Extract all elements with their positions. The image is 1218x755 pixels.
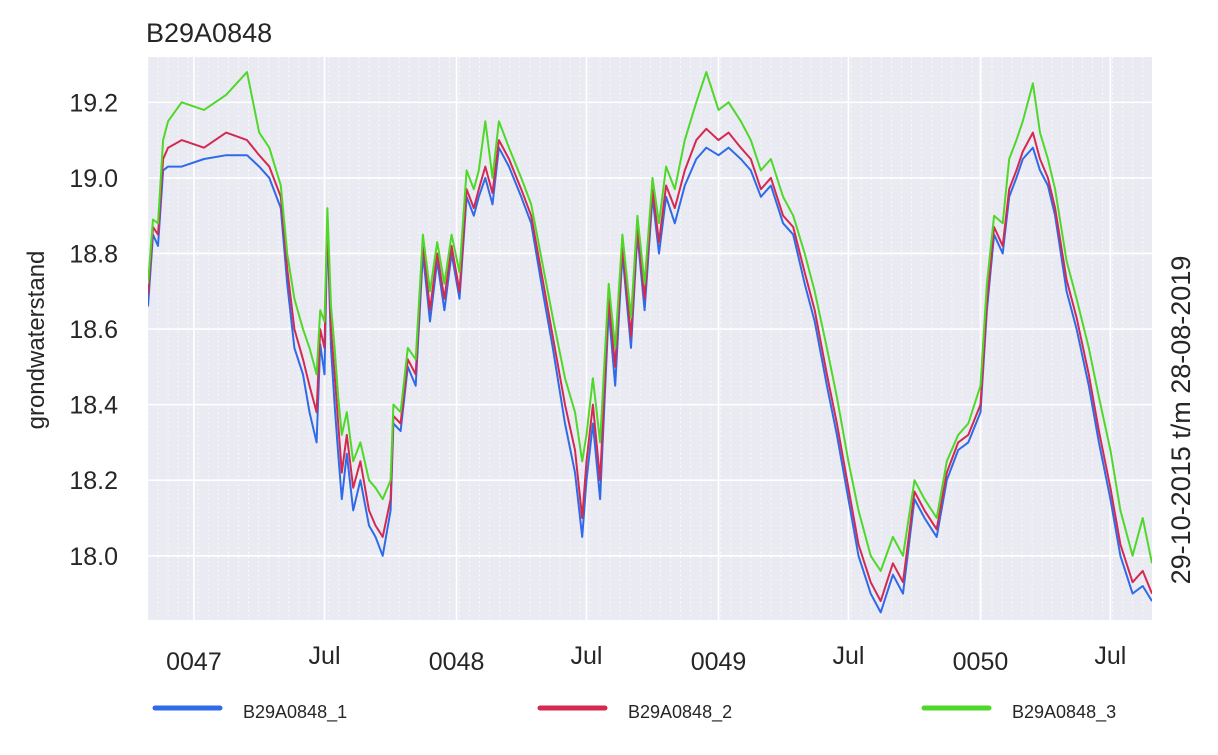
y-tick-label: 18.6 [69,316,118,344]
legend-label: B29A0848_3 [1012,702,1116,723]
x-tick-label: 0050 [953,648,1009,676]
x-tick-label: Jul [1094,642,1126,670]
x-axis-ticks: 0047 Jul 0048 Jul 0049 Jul 0050 Jul [166,642,1126,676]
x-tick-label: Jul [571,642,603,670]
y-tick-label: 18.0 [69,543,118,571]
series-line-3 [148,71,1152,572]
x-tick-label: 0048 [429,648,485,676]
y-tick-label: 19.0 [69,165,118,193]
y-axis-ticks: 18.0 18.2 18.4 18.6 18.8 19.0 19.2 [69,89,118,570]
major-gridlines [148,57,1152,620]
y-tick-label: 18.8 [69,240,118,268]
chart-title: B29A0848 [146,18,272,48]
x-tick-label: Jul [309,642,341,670]
legend-label: B29A0848_2 [628,702,732,723]
y-tick-label: 19.2 [69,89,118,117]
y-tick-label: 18.4 [69,392,118,420]
y-tick-label: 18.2 [69,467,118,495]
x-tick-label: Jul [832,642,864,670]
plot-background [148,57,1152,620]
date-range-label: 29-10-2015 t/m 28-08-2019 [1166,256,1196,585]
legend: B29A0848_1 B29A0848_2 B29A0848_3 [152,702,1116,723]
y-axis-label: grondwaterstand [23,251,50,430]
minor-gridlines [147,57,1144,620]
x-tick-label: 0047 [166,648,222,676]
series-lines [148,71,1152,614]
legend-label: B29A0848_1 [243,702,347,723]
x-tick-label: 0049 [691,648,747,676]
